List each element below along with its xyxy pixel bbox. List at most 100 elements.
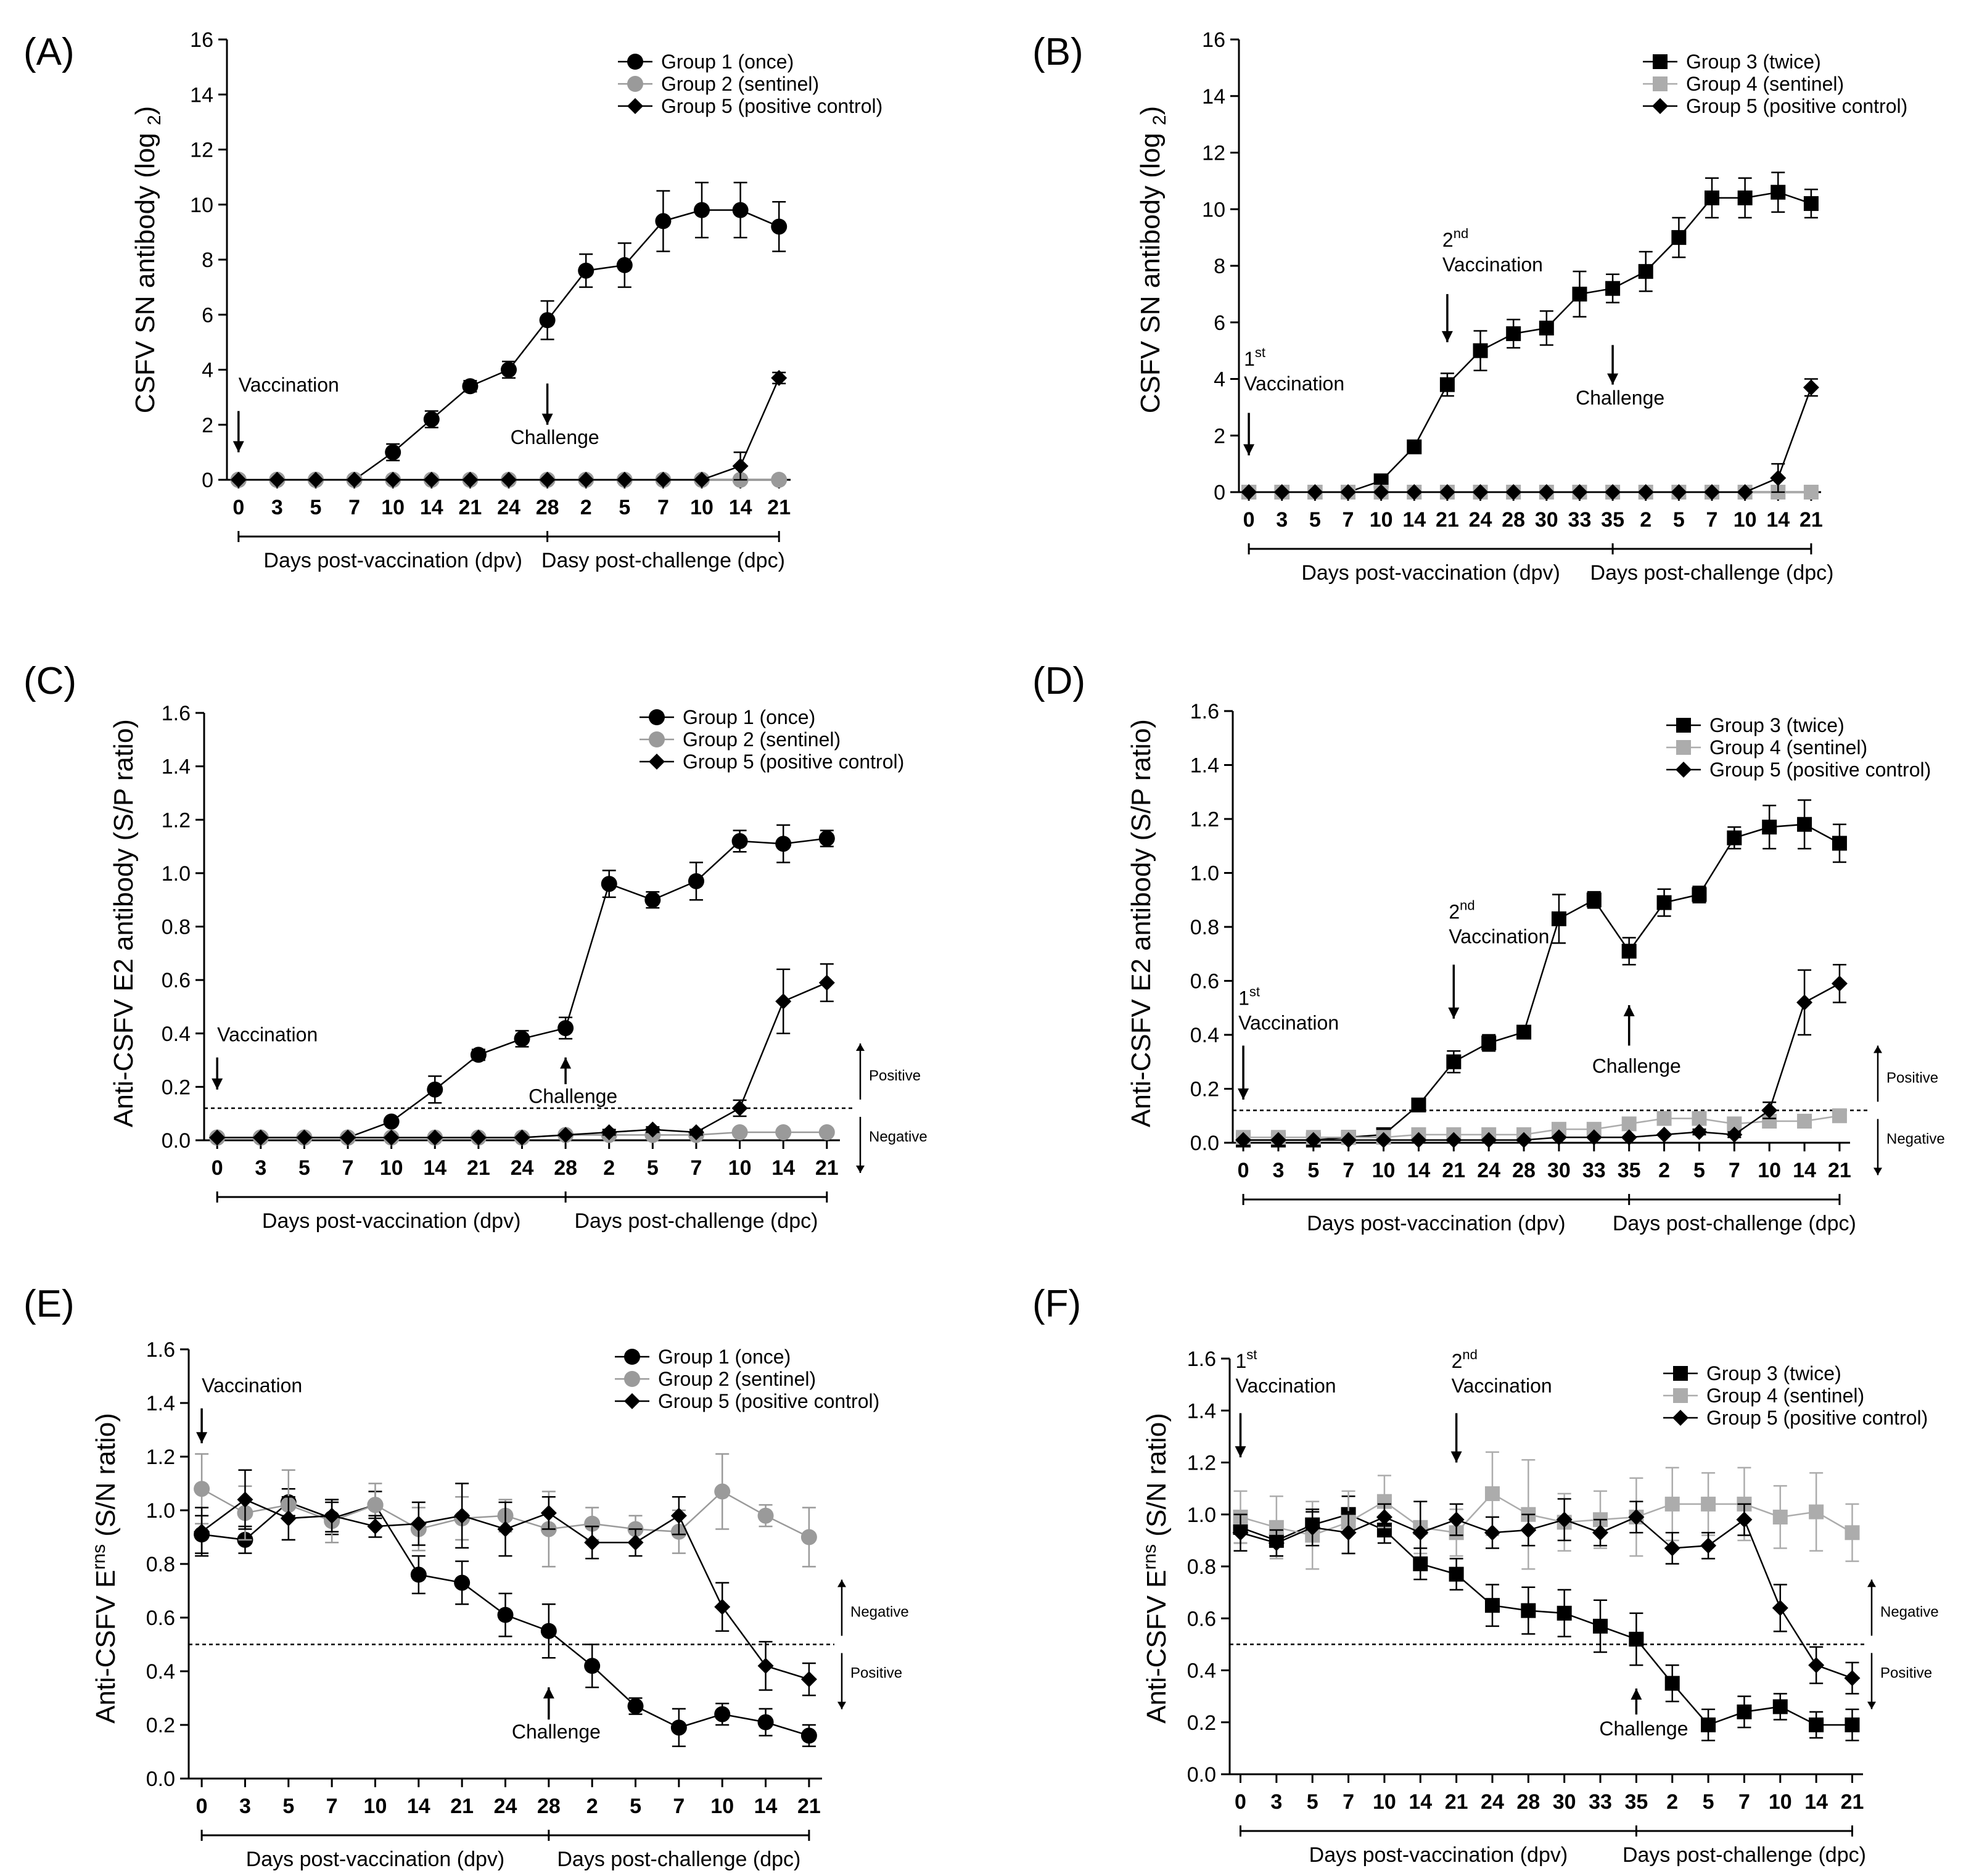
cutoff-above-label: Negative	[1880, 1603, 1939, 1620]
y-tick-label: 6	[202, 303, 213, 327]
data-point	[1273, 484, 1290, 500]
annotation-text: Vaccination	[239, 374, 339, 396]
x-tick-label: 28	[554, 1156, 577, 1180]
y-tick-label: 16	[1202, 28, 1225, 52]
data-point	[714, 1483, 731, 1500]
data-point	[427, 1129, 443, 1146]
data-point	[1691, 1124, 1708, 1140]
x-tick-label: 2	[603, 1156, 615, 1180]
annotation-text: Challenge	[512, 1721, 601, 1743]
y-axis-label-rest: (S/N ratio)	[91, 1413, 121, 1544]
y-tick-label: 1.6	[162, 702, 191, 725]
y-tick-label: 4	[202, 359, 213, 382]
annotation-ordinal: 2nd	[1452, 1347, 1478, 1372]
annotation-text: Vaccination	[1442, 253, 1543, 276]
legend-marker	[627, 76, 643, 92]
series-1	[230, 181, 788, 488]
data-point	[775, 836, 792, 852]
data-point	[1505, 484, 1522, 500]
annotation-text: Vaccination	[1236, 1375, 1336, 1397]
data-point	[427, 1081, 443, 1098]
y-axis-label-close: )	[130, 106, 160, 115]
x-tick-label: 7	[326, 1795, 338, 1818]
data-point	[1772, 1600, 1788, 1616]
x-tick-label: 30	[1535, 508, 1558, 532]
data-point	[1484, 1598, 1500, 1613]
data-point	[237, 1491, 253, 1508]
y-tick-label: 0.2	[1187, 1711, 1216, 1735]
x-tick-label: 3	[1272, 1159, 1284, 1182]
dpv-label: Days post-vaccination (dpv)	[1307, 1212, 1566, 1235]
annotation-text: Vaccination	[1238, 1011, 1339, 1034]
x-tick-label: 2	[580, 496, 592, 519]
legend-marker	[1676, 740, 1691, 755]
y-tick-label: 1.6	[1187, 1347, 1216, 1371]
y-tick-label: 1.4	[1190, 754, 1219, 778]
legend: Group 1 (once)Group 2 (sentinel)Group 5 …	[615, 1346, 879, 1412]
cutoff-arrowhead-down	[1867, 1701, 1876, 1709]
y-axis-label-text: CSFV SN antibody (log	[1135, 125, 1166, 413]
x-tick-label: 2	[1640, 508, 1651, 532]
data-point	[194, 1523, 210, 1540]
panel-label: (E)	[23, 1283, 75, 1325]
data-point	[1605, 281, 1621, 296]
data-point	[732, 458, 749, 474]
cutoff-above-label: Positive	[869, 1068, 921, 1084]
x-tick-label: 21	[1841, 1790, 1864, 1814]
data-point	[1592, 1524, 1609, 1541]
y-tick-label: 0.0	[1190, 1132, 1219, 1155]
annotation-arrowhead	[541, 413, 553, 425]
data-point	[775, 1124, 792, 1141]
legend-marker	[1653, 76, 1668, 91]
data-point	[423, 411, 440, 427]
x-tick-label: 21	[1799, 508, 1823, 532]
x-tick-label: 35	[1618, 1159, 1641, 1182]
annotation: Challenge	[511, 383, 599, 448]
legend-label: Group 5 (positive control)	[658, 1390, 879, 1412]
data-point	[800, 1671, 817, 1688]
data-point	[1506, 326, 1521, 342]
data-point	[1232, 1524, 1249, 1541]
x-tick-label: 28	[1516, 1790, 1540, 1814]
y-tick-label: 1.0	[1190, 862, 1219, 886]
data-point	[1446, 1054, 1462, 1069]
x-tick-label: 28	[1512, 1159, 1536, 1182]
x-tick-label: 10	[364, 1795, 387, 1818]
x-tick-label: 21	[467, 1156, 490, 1180]
x-tick-label: 35	[1624, 1790, 1648, 1814]
data-point	[1586, 892, 1602, 908]
data-point	[1484, 1486, 1500, 1502]
x-tick-label: 3	[271, 496, 283, 519]
data-point	[367, 1497, 384, 1513]
legend-label: Group 5 (positive control)	[1686, 95, 1907, 117]
data-point	[627, 1534, 644, 1551]
data-point	[557, 1127, 574, 1143]
x-tick-label: 3	[1276, 508, 1288, 532]
cutoff-arrowhead-down	[1873, 1167, 1882, 1175]
y-tick-label: 1.2	[1190, 808, 1219, 831]
annotation-arrowhead	[1607, 373, 1619, 385]
data-point	[1481, 1132, 1497, 1148]
legend-marker	[649, 709, 665, 725]
legend-marker	[627, 98, 643, 114]
x-tick-label: 2	[586, 1795, 598, 1818]
panel-label: (B)	[1032, 31, 1084, 73]
data-point	[1831, 975, 1848, 992]
data-point	[1449, 1566, 1464, 1582]
data-point	[694, 202, 710, 218]
data-point	[1809, 1504, 1824, 1520]
annotation-arrowhead	[1448, 1007, 1460, 1019]
data-point	[601, 876, 617, 892]
x-tick-label: 21	[1436, 508, 1459, 532]
series-2	[1233, 1451, 1860, 1570]
x-tick-label: 7	[1343, 508, 1354, 532]
x-tick-label: 21	[458, 496, 482, 519]
data-point	[1803, 379, 1819, 396]
annotation-arrowhead	[196, 1432, 208, 1444]
panel-label: (A)	[23, 31, 75, 73]
y-axis-label-text: CSFV SN antibody (log	[130, 125, 160, 413]
annotation-ordinal: 2nd	[1449, 897, 1474, 923]
annotation-ordinal-suffix: st	[1246, 1347, 1257, 1362]
chart-panel-d: (D) Anti-CSFV E2 antibody (S/P ratio) 0.0 0…	[1032, 660, 1945, 1235]
